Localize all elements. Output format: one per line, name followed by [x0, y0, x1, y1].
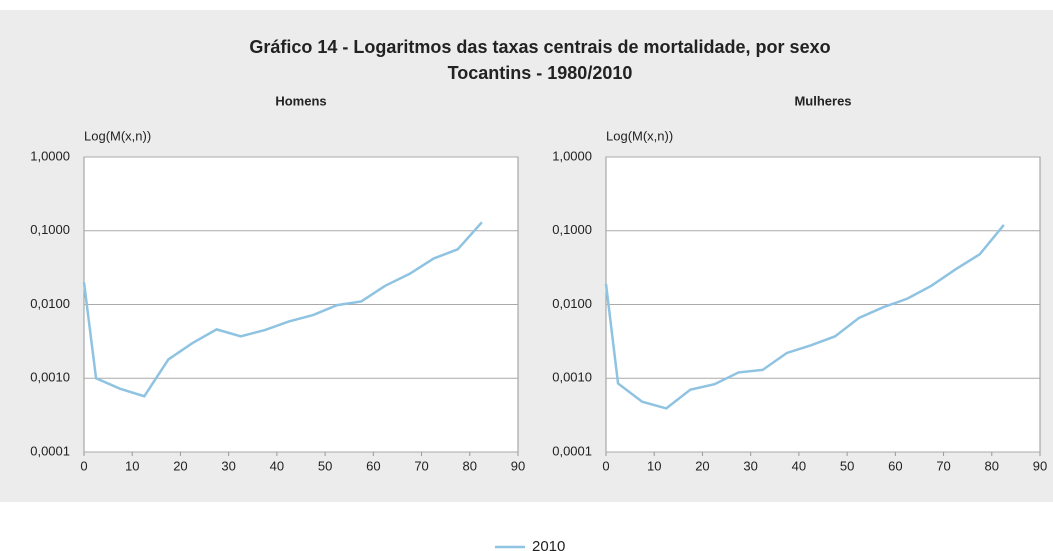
y-axis-label: Log(M(x,n)) [84, 128, 151, 143]
x-tick-label: 90 [1033, 458, 1047, 473]
subtitle: Tocantins - 1980/2010 [448, 63, 633, 83]
x-tick-label: 10 [647, 458, 661, 473]
x-tick-label: 0 [602, 458, 609, 473]
subplot-title: Mulheres [794, 93, 851, 108]
subplot-title: Homens [275, 93, 326, 108]
x-tick-label: 40 [270, 458, 284, 473]
y-tick-label: 0,0010 [552, 370, 592, 385]
x-tick-label: 50 [318, 458, 332, 473]
x-tick-label: 30 [743, 458, 757, 473]
y-tick-label: 0,0001 [30, 443, 70, 458]
y-tick-label: 0,1000 [552, 222, 592, 237]
y-tick-label: 0,0100 [552, 296, 592, 311]
x-tick-label: 30 [221, 458, 235, 473]
x-tick-label: 60 [366, 458, 380, 473]
x-tick-label: 70 [414, 458, 428, 473]
title: Gráfico 14 - Logaritmos das taxas centra… [249, 37, 830, 57]
series-line [82, 221, 483, 398]
legend-label: 2010 [532, 538, 565, 551]
x-tick-label: 80 [985, 458, 999, 473]
y-tick-label: 0,0001 [552, 443, 592, 458]
x-tick-label: 20 [695, 458, 709, 473]
y-tick-label: 1,0000 [552, 148, 592, 163]
x-tick-label: 50 [840, 458, 854, 473]
y-tick-label: 0,0100 [30, 296, 70, 311]
series-line [604, 224, 1005, 410]
x-tick-label: 60 [888, 458, 902, 473]
x-tick-label: 70 [936, 458, 950, 473]
x-tick-label: 90 [511, 458, 525, 473]
x-tick-label: 20 [173, 458, 187, 473]
x-tick-label: 40 [792, 458, 806, 473]
y-tick-label: 1,0000 [30, 148, 70, 163]
y-tick-label: 0,0010 [30, 370, 70, 385]
y-axis-label: Log(M(x,n)) [606, 128, 673, 143]
y-tick-label: 0,1000 [30, 222, 70, 237]
x-tick-label: 10 [125, 458, 139, 473]
x-tick-label: 0 [80, 458, 87, 473]
x-tick-label: 80 [463, 458, 477, 473]
